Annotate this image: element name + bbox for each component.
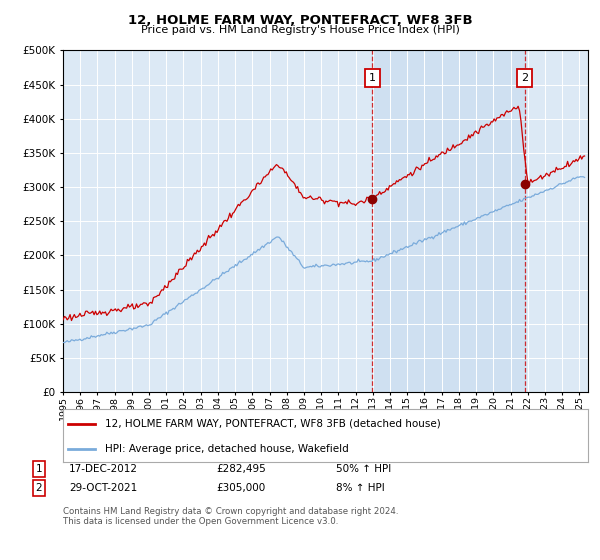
Text: 1: 1 bbox=[35, 464, 43, 474]
Text: 12, HOLME FARM WAY, PONTEFRACT, WF8 3FB: 12, HOLME FARM WAY, PONTEFRACT, WF8 3FB bbox=[128, 14, 472, 27]
Text: Contains HM Land Registry data © Crown copyright and database right 2024.
This d: Contains HM Land Registry data © Crown c… bbox=[63, 507, 398, 526]
Text: 12, HOLME FARM WAY, PONTEFRACT, WF8 3FB (detached house): 12, HOLME FARM WAY, PONTEFRACT, WF8 3FB … bbox=[105, 419, 441, 429]
Text: £305,000: £305,000 bbox=[216, 483, 265, 493]
Text: 50% ↑ HPI: 50% ↑ HPI bbox=[336, 464, 391, 474]
Text: 2: 2 bbox=[521, 73, 529, 83]
Text: 2: 2 bbox=[35, 483, 43, 493]
Text: 29-OCT-2021: 29-OCT-2021 bbox=[69, 483, 137, 493]
Text: HPI: Average price, detached house, Wakefield: HPI: Average price, detached house, Wake… bbox=[105, 444, 349, 454]
Text: 8% ↑ HPI: 8% ↑ HPI bbox=[336, 483, 385, 493]
Bar bbox=[372, 50, 525, 392]
Text: £282,495: £282,495 bbox=[216, 464, 266, 474]
Text: Price paid vs. HM Land Registry's House Price Index (HPI): Price paid vs. HM Land Registry's House … bbox=[140, 25, 460, 35]
Text: 17-DEC-2012: 17-DEC-2012 bbox=[69, 464, 138, 474]
Text: 1: 1 bbox=[368, 73, 376, 83]
